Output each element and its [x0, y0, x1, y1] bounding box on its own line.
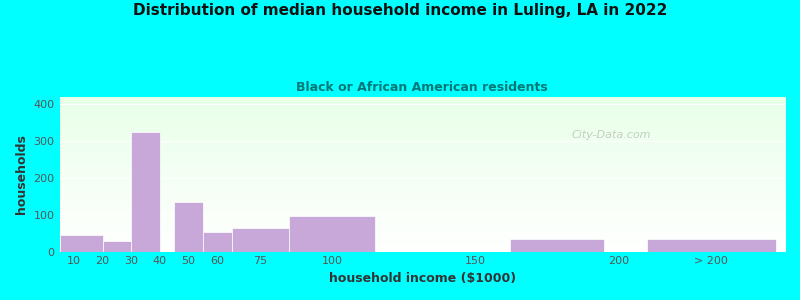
- Bar: [289, 216, 375, 252]
- Text: City-Data.com: City-Data.com: [571, 130, 650, 140]
- Bar: [203, 232, 231, 252]
- Bar: [131, 132, 160, 252]
- Text: Distribution of median household income in Luling, LA in 2022: Distribution of median household income …: [133, 3, 667, 18]
- Title: Black or African American residents: Black or African American residents: [296, 81, 548, 94]
- Bar: [231, 228, 289, 252]
- X-axis label: household income ($1000): household income ($1000): [329, 272, 516, 285]
- Bar: [647, 239, 776, 252]
- Bar: [102, 241, 131, 252]
- Y-axis label: households: households: [15, 134, 28, 214]
- Bar: [174, 202, 203, 252]
- Bar: [510, 239, 604, 252]
- Bar: [59, 235, 102, 252]
